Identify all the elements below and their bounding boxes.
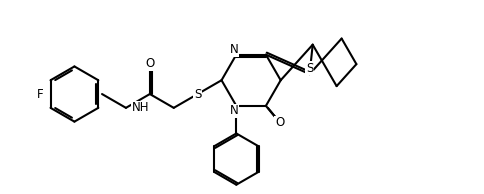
Text: O: O: [145, 57, 154, 70]
Text: NH: NH: [132, 101, 150, 114]
Text: O: O: [275, 116, 284, 129]
Text: S: S: [194, 87, 201, 100]
Text: F: F: [37, 87, 44, 100]
Text: N: N: [230, 104, 239, 117]
Text: N: N: [230, 43, 239, 56]
Text: S: S: [306, 62, 313, 75]
